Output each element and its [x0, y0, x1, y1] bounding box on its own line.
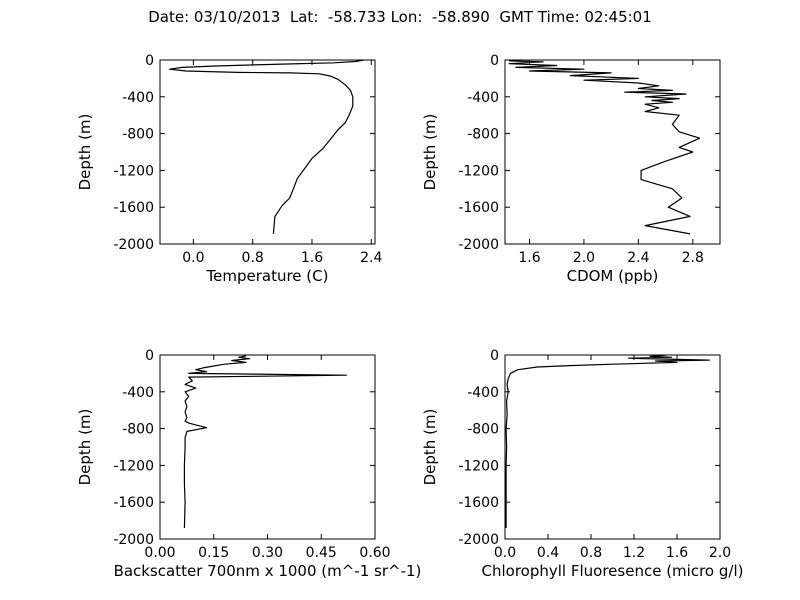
y-tick-label: -1600 [458, 200, 499, 216]
x-axis-label: Backscatter 700nm x 1000 (m^-1 sr^-1) [114, 562, 422, 580]
x-tick-label: 0.60 [359, 545, 390, 561]
series-line [508, 60, 701, 235]
y-tick-label: -1600 [113, 495, 154, 511]
y-tick-label: -2000 [113, 237, 154, 253]
plot-frame [504, 354, 721, 540]
x-tick-label: 0.4 [537, 545, 559, 561]
y-tick-label: 0 [490, 53, 499, 69]
y-tick-label: -1200 [113, 163, 154, 179]
y-axis-label: Depth (m) [76, 114, 94, 191]
plot-frame [159, 59, 376, 245]
series-line [183, 355, 347, 529]
x-tick-label: 0.30 [252, 545, 283, 561]
y-tick-label: 0 [145, 348, 154, 364]
y-tick-label: -400 [122, 90, 154, 106]
y-tick-label: -800 [122, 127, 154, 143]
x-axis-label: Chlorophyll Fluoresence (micro g/l) [482, 562, 744, 580]
chart-panel-2: 1.6 2.0 2.4 2.8 0 -400 -800 -1200 -1600 -2000 CDOM… [421, 53, 721, 285]
chart-panel-4: 0.0 0.4 0.8 1.2 1.6 2.0 0 -400 -800 -1200 -1600 -20… [421, 348, 743, 580]
x-tick-label: 0.15 [198, 545, 229, 561]
y-tick-label: -2000 [458, 532, 499, 548]
x-tick-label: 2.4 [360, 250, 382, 266]
y-tick-label: -800 [467, 127, 499, 143]
y-axis-label: Depth (m) [76, 409, 94, 486]
x-axis-label: CDOM (ppb) [567, 267, 659, 285]
x-tick-label: 2.0 [573, 250, 595, 266]
y-tick-label: -800 [467, 422, 499, 438]
x-tick-label: 2.0 [709, 545, 731, 561]
y-tick-label: -400 [467, 385, 499, 401]
y-tick-label: -1600 [113, 200, 154, 216]
series-line [169, 59, 365, 234]
x-tick-label: 1.6 [666, 545, 688, 561]
y-tick-label: -400 [122, 385, 154, 401]
x-tick-label: 0.8 [580, 545, 602, 561]
figure-title: Date: 03/10/2013 Lat: -58.733 Lon: -58.8… [148, 8, 652, 26]
y-tick-label: -400 [467, 90, 499, 106]
y-tick-label: 0 [490, 348, 499, 364]
chart-panel-3: 0.00 0.15 0.30 0.45 0.60 0 -400 -800 -1200 -1600 -… [76, 348, 421, 580]
x-tick-label: 2.8 [682, 250, 704, 266]
plot-frame [159, 354, 376, 540]
x-tick-label: 1.6 [518, 250, 540, 266]
x-tick-label: 0.45 [306, 545, 337, 561]
y-axis-label: Depth (m) [421, 114, 439, 191]
y-tick-label: -1600 [458, 495, 499, 511]
x-tick-label: 0.8 [242, 250, 264, 266]
x-tick-label: 0.0 [494, 545, 516, 561]
x-tick-label: 2.4 [627, 250, 649, 266]
y-tick-label: -800 [122, 422, 154, 438]
y-tick-label: -1200 [458, 163, 499, 179]
y-tick-label: 0 [145, 53, 154, 69]
y-tick-label: -1200 [458, 458, 499, 474]
x-tick-label: 1.6 [301, 250, 323, 266]
y-tick-label: -2000 [113, 532, 154, 548]
x-axis-label: Temperature (C) [206, 267, 329, 285]
x-tick-label: 0.00 [144, 545, 175, 561]
plot-frame [504, 59, 721, 245]
x-tick-label: 1.2 [623, 545, 645, 561]
series-line [505, 354, 710, 528]
y-tick-label: -2000 [458, 237, 499, 253]
y-tick-label: -1200 [113, 458, 154, 474]
x-tick-label: 0.0 [182, 250, 204, 266]
chart-panel-1: 0.0 0.8 1.6 2.4 0 -400 -800 -1200 -1600 -2000 Temp… [76, 53, 383, 285]
y-axis-label: Depth (m) [421, 409, 439, 486]
